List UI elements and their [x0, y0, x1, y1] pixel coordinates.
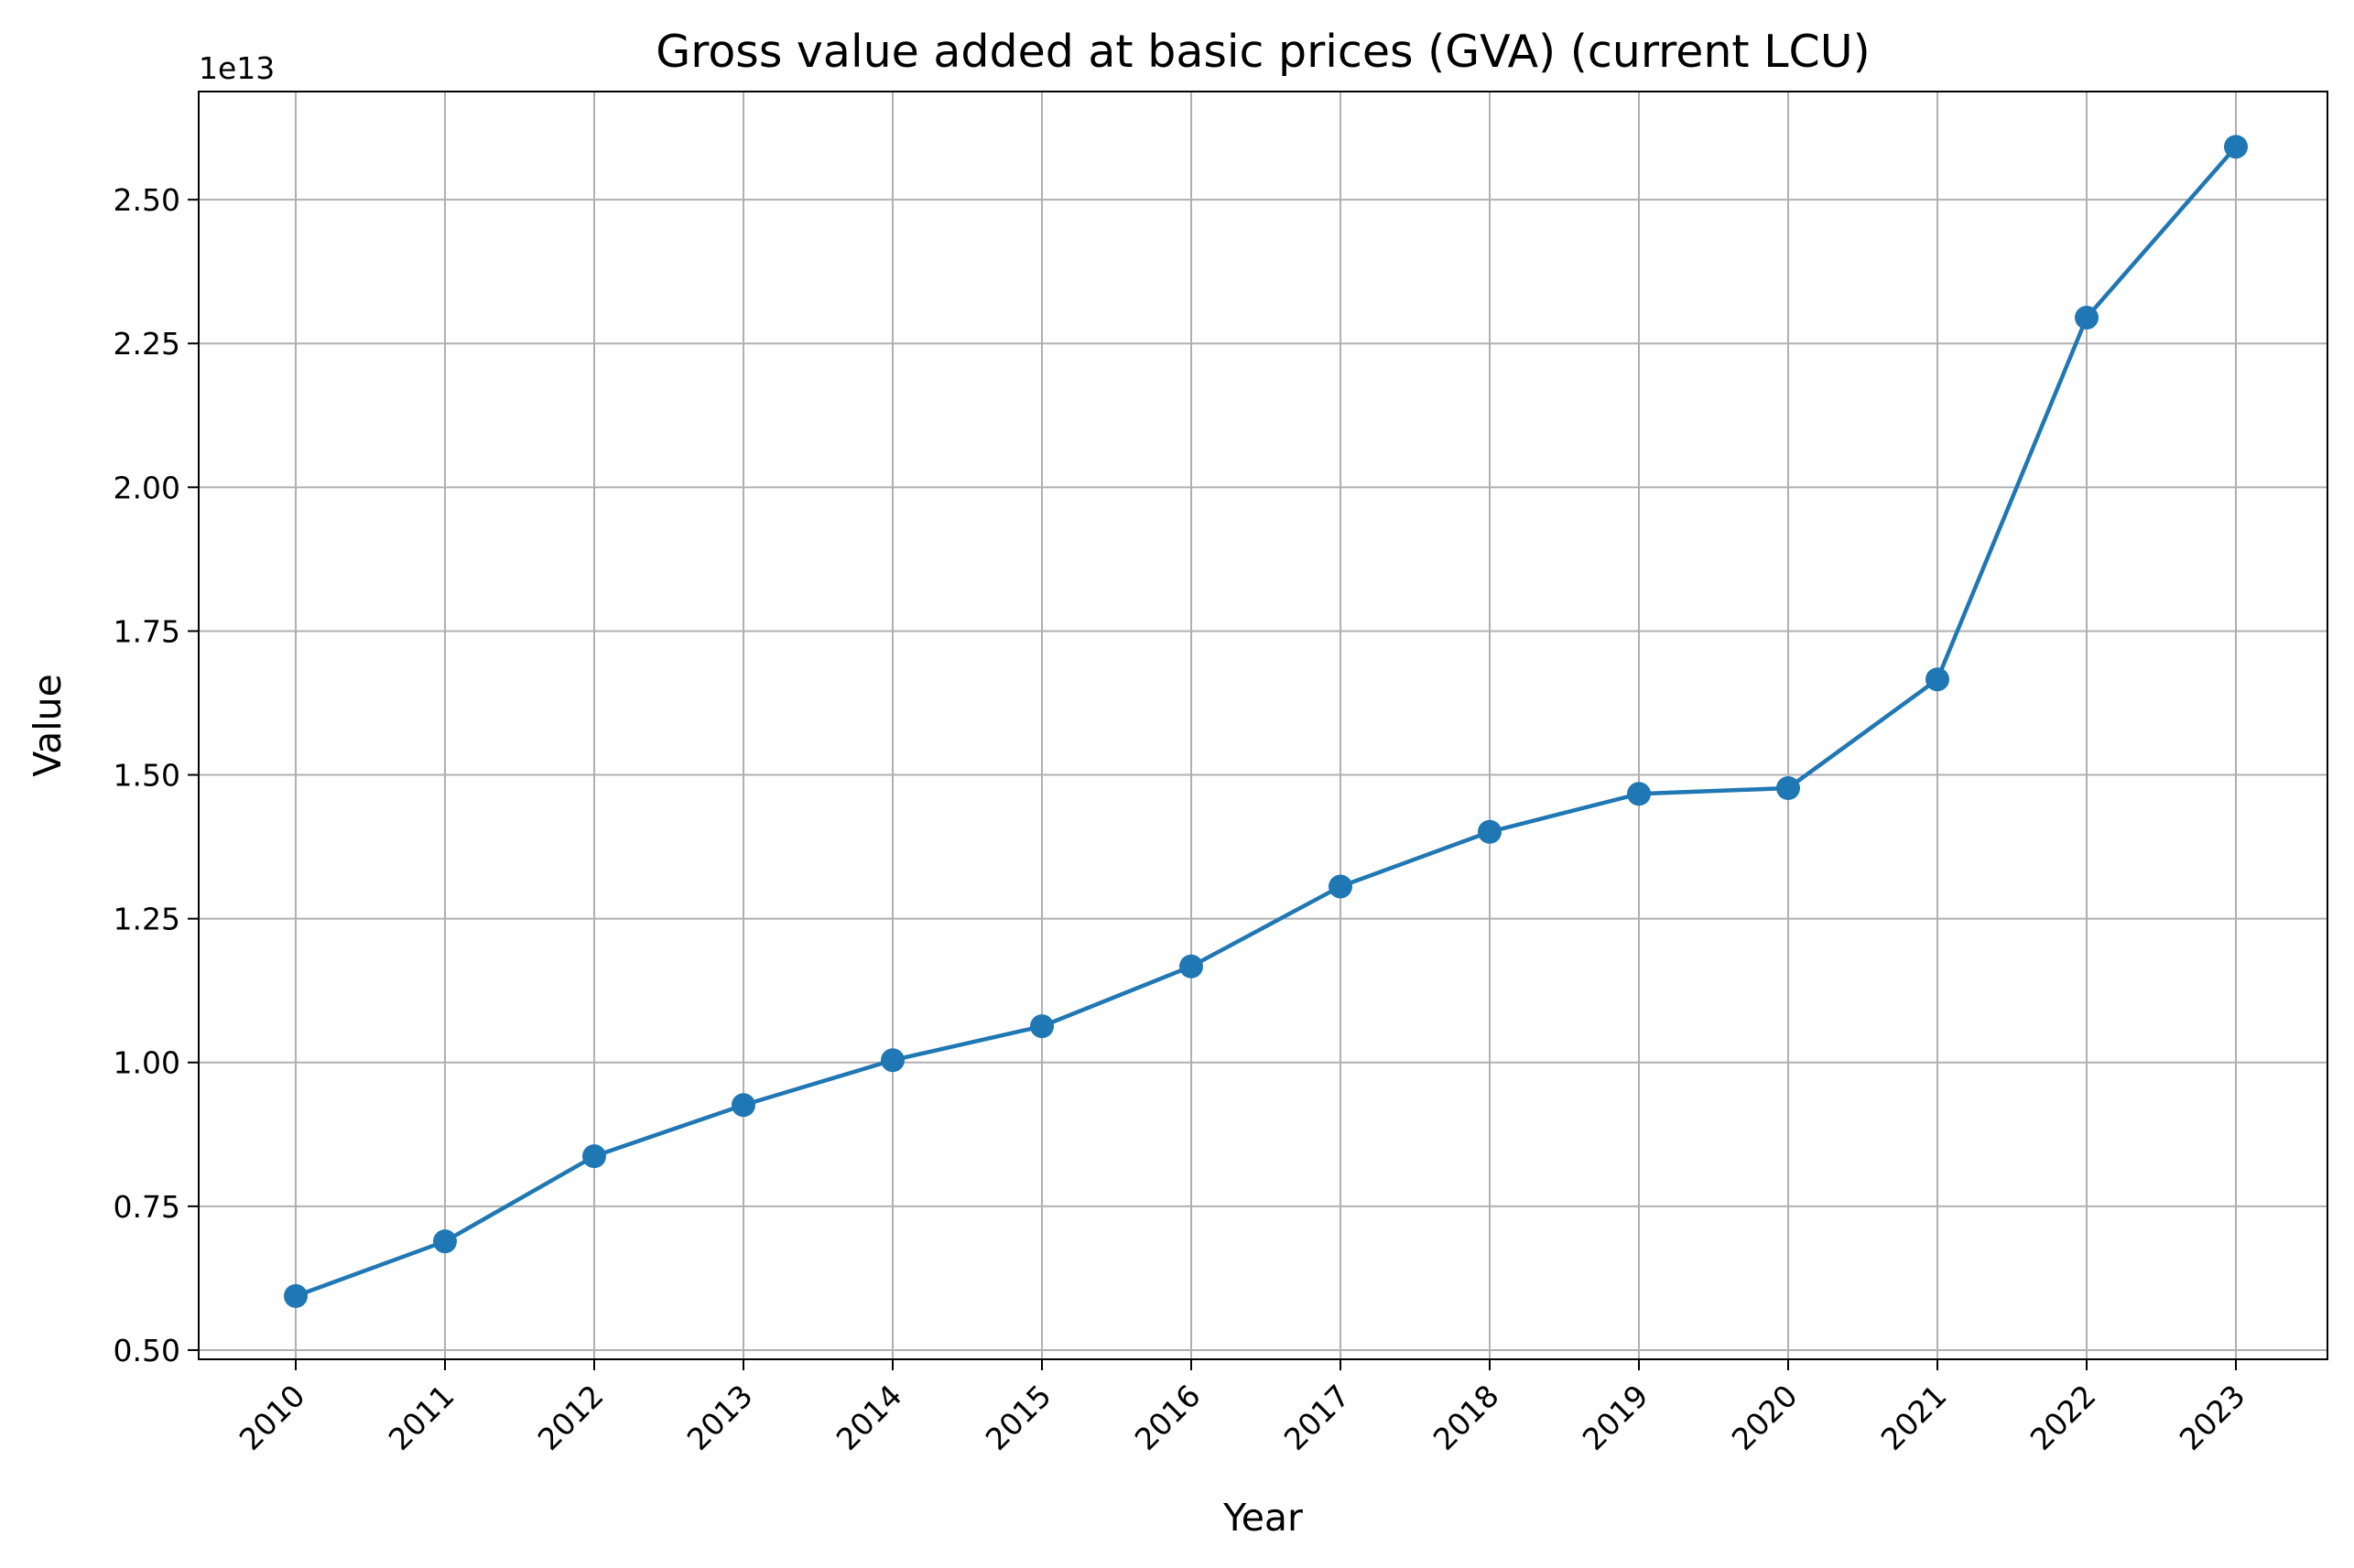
y-tick-label: 2.50 [114, 182, 180, 218]
y-tick-label: 1.25 [114, 902, 180, 937]
x-tick-label: 2023 [2173, 1378, 2252, 1457]
data-point [1926, 667, 1949, 692]
series-layer [284, 135, 2248, 1308]
x-tick-label: 2017 [1277, 1378, 1357, 1457]
x-tick-label: 2013 [680, 1378, 760, 1457]
y-tick-label: 2.00 [114, 470, 180, 505]
y-axis-label: Value [26, 674, 70, 777]
series-line [295, 145, 2238, 1298]
tick-layer: 2010 2011 2012 2013 2014 2015 2016 2017 2018 2019… [114, 182, 2252, 1457]
data-point [1329, 874, 1352, 899]
y-axis-offset-label: 1e13 [199, 50, 275, 86]
data-point [284, 1283, 308, 1308]
x-tick-label: 2010 [233, 1378, 312, 1457]
data-point [2075, 305, 2099, 330]
x-tick-label: 2016 [1128, 1378, 1208, 1457]
y-tick-label: 1.75 [114, 613, 180, 649]
data-point [881, 1048, 905, 1073]
x-tick-label: 2015 [979, 1378, 1058, 1457]
y-tick-label: 0.75 [114, 1189, 180, 1225]
y-tick-label: 0.50 [114, 1333, 180, 1368]
x-tick-label: 2018 [1427, 1378, 1506, 1457]
data-point [1627, 782, 1651, 806]
data-point [1179, 954, 1203, 979]
x-axis-label: Year [1222, 1496, 1303, 1540]
data-point [1776, 775, 1800, 800]
data-point [2224, 135, 2248, 159]
data-point [1478, 819, 1502, 844]
x-tick-label: 2020 [1725, 1378, 1805, 1457]
chart-title: Gross value added at basic prices (GVA) … [656, 26, 1870, 78]
x-tick-label: 2022 [2023, 1378, 2103, 1457]
plot-frame [198, 91, 2328, 1360]
x-tick-label: 2011 [382, 1378, 461, 1457]
x-tick-label: 2012 [531, 1378, 611, 1457]
grid-layer [199, 92, 2327, 1359]
x-tick-label: 2014 [830, 1378, 909, 1457]
data-point [1030, 1014, 1054, 1039]
data-point [433, 1229, 457, 1254]
data-point [582, 1144, 606, 1169]
y-tick-label: 1.50 [114, 758, 180, 794]
y-tick-label: 1.00 [114, 1045, 180, 1081]
x-tick-label: 2019 [1576, 1378, 1655, 1457]
x-tick-label: 2021 [1874, 1378, 1954, 1457]
data-point [732, 1093, 755, 1118]
y-tick-label: 2.25 [114, 326, 180, 362]
